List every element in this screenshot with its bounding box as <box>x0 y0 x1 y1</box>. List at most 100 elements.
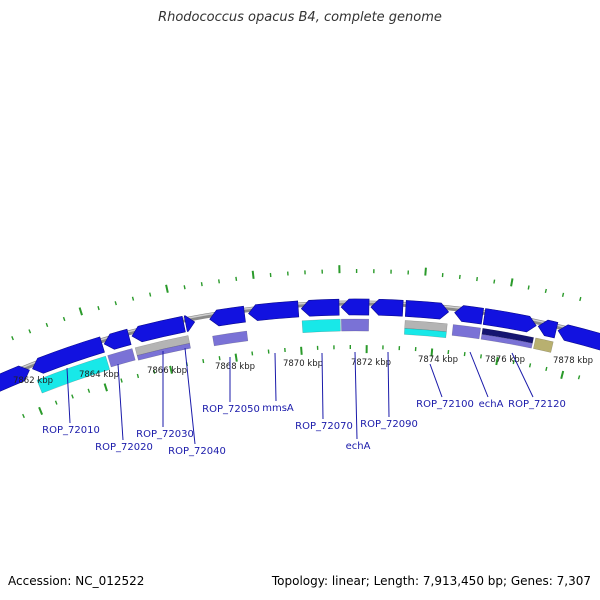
outer-tick <box>45 322 49 328</box>
outer-tick <box>424 267 427 276</box>
feature-block-9[interactable] <box>404 328 447 339</box>
outer-tick <box>561 292 565 297</box>
inner-tick <box>512 359 515 365</box>
gene-label-2[interactable]: ROP_72020 <box>95 442 153 453</box>
outer-tick <box>11 336 14 341</box>
feature-block-13[interactable] <box>533 337 554 353</box>
inner-tick <box>153 369 156 374</box>
gene-arrow-4[interactable] <box>131 315 186 343</box>
outer-tick <box>510 278 514 287</box>
gene-arrow-1[interactable] <box>0 365 30 392</box>
gene-arrow-10[interactable] <box>370 298 404 317</box>
gene-arrow-6[interactable] <box>209 305 246 327</box>
outer-tick <box>251 270 255 279</box>
inner-tick-ring <box>22 345 581 419</box>
scale-label: 7874 kbp <box>418 355 458 365</box>
gene-arrow-8[interactable] <box>300 298 340 317</box>
outer-tick <box>544 288 547 294</box>
gene-label-7[interactable]: ROP_72070 <box>295 421 353 432</box>
outer-tick <box>78 307 83 316</box>
outer-tick <box>97 306 100 311</box>
label-leader-line <box>66 367 71 424</box>
gene-arrow-13[interactable] <box>482 308 537 333</box>
inner-tick <box>251 351 254 356</box>
scale-label: 7862 kbp <box>13 376 53 386</box>
gene-label-6[interactable]: mmsA <box>262 403 294 414</box>
scale-label: 7868 kbp <box>215 362 255 372</box>
gene-arrow-11[interactable] <box>404 300 450 320</box>
feature-block-5[interactable] <box>212 330 249 347</box>
outer-tick-ring <box>11 265 582 341</box>
gene-label-11[interactable]: echA <box>479 399 504 410</box>
outer-tick <box>458 274 461 279</box>
outer-tick <box>62 316 66 322</box>
gene-label-5[interactable]: ROP_72050 <box>202 404 260 415</box>
gene-arrow-2[interactable] <box>32 336 105 374</box>
gene-label-9[interactable]: ROP_72090 <box>360 419 418 430</box>
feature-block-6[interactable] <box>301 318 341 333</box>
inner-tick <box>87 388 91 393</box>
outer-tick <box>579 296 582 302</box>
label-leader-line <box>429 363 443 398</box>
inner-tick <box>54 400 58 405</box>
gene-label-3[interactable]: ROP_72030 <box>136 429 194 440</box>
gene-label-8[interactable]: echA <box>346 441 371 452</box>
gene-arrow-14[interactable] <box>537 319 559 339</box>
inner-tick <box>103 383 108 392</box>
scale-labels: 7862 kbp 7864 kbp 7866 kbp 7868 kbp 7870 kbp… <box>13 355 593 386</box>
inner-tick <box>71 394 74 399</box>
scale-label: 7872 kbp <box>351 358 391 368</box>
gene-arrow-7[interactable] <box>248 300 300 321</box>
feature-block-2[interactable] <box>107 348 136 368</box>
gene-label-12[interactable]: ROP_72120 <box>508 399 566 410</box>
outer-tick <box>527 285 530 290</box>
outer-tick <box>28 329 32 334</box>
gene-arrow-12[interactable] <box>454 305 484 325</box>
inner-tick <box>218 356 221 361</box>
genome-title: Rhodococcus opacus B4, complete genome <box>158 10 442 25</box>
outer-tick <box>131 296 135 301</box>
outer-tick <box>165 284 169 293</box>
inner-tick <box>120 378 123 383</box>
inner-tick <box>447 350 450 355</box>
inner-tick <box>495 356 499 366</box>
gene-label-1[interactable]: ROP_72010 <box>42 425 100 436</box>
gene-arrow-3[interactable] <box>103 328 132 350</box>
feature-block-12[interactable] <box>480 334 533 349</box>
outer-tick <box>476 277 478 282</box>
inner-tick <box>480 354 482 359</box>
gene-arrow-9[interactable] <box>340 298 370 316</box>
outer-tick <box>218 279 220 284</box>
accession-text: Accession: NC_012522 <box>8 574 145 588</box>
gene-arrow-5[interactable] <box>183 315 196 332</box>
inner-tick <box>560 370 565 380</box>
feature-block-7[interactable] <box>341 318 370 332</box>
gene-arrow-15[interactable] <box>557 324 600 351</box>
gene-label-10[interactable]: ROP_72100 <box>416 399 474 410</box>
label-leader-line <box>354 351 358 440</box>
inner-tick <box>430 348 434 357</box>
inner-tick <box>545 366 548 372</box>
scale-label: 7878 kbp <box>553 356 593 366</box>
feature-block-1[interactable] <box>36 355 111 394</box>
gene-track <box>0 298 600 392</box>
inner-tick <box>136 373 140 379</box>
genome-summary-text: Topology: linear; Length: 7,913,450 bp; … <box>271 574 591 588</box>
scale-label: 7864 kbp <box>79 370 119 380</box>
outer-tick <box>149 292 152 297</box>
gene-label-4[interactable]: ROP_72040 <box>168 446 226 457</box>
outer-tick <box>114 301 117 306</box>
feature-block-4[interactable] <box>136 343 191 361</box>
inner-tick <box>528 363 532 368</box>
label-leader-line <box>321 352 324 420</box>
label-leader-line <box>184 347 196 445</box>
inner-tick <box>38 406 44 415</box>
feature-block-10[interactable] <box>451 324 481 340</box>
label-leader-line <box>117 363 124 441</box>
outer-tick <box>493 279 496 284</box>
inner-tick <box>577 375 581 380</box>
outer-tick <box>183 285 186 290</box>
label-leaders <box>66 347 534 445</box>
